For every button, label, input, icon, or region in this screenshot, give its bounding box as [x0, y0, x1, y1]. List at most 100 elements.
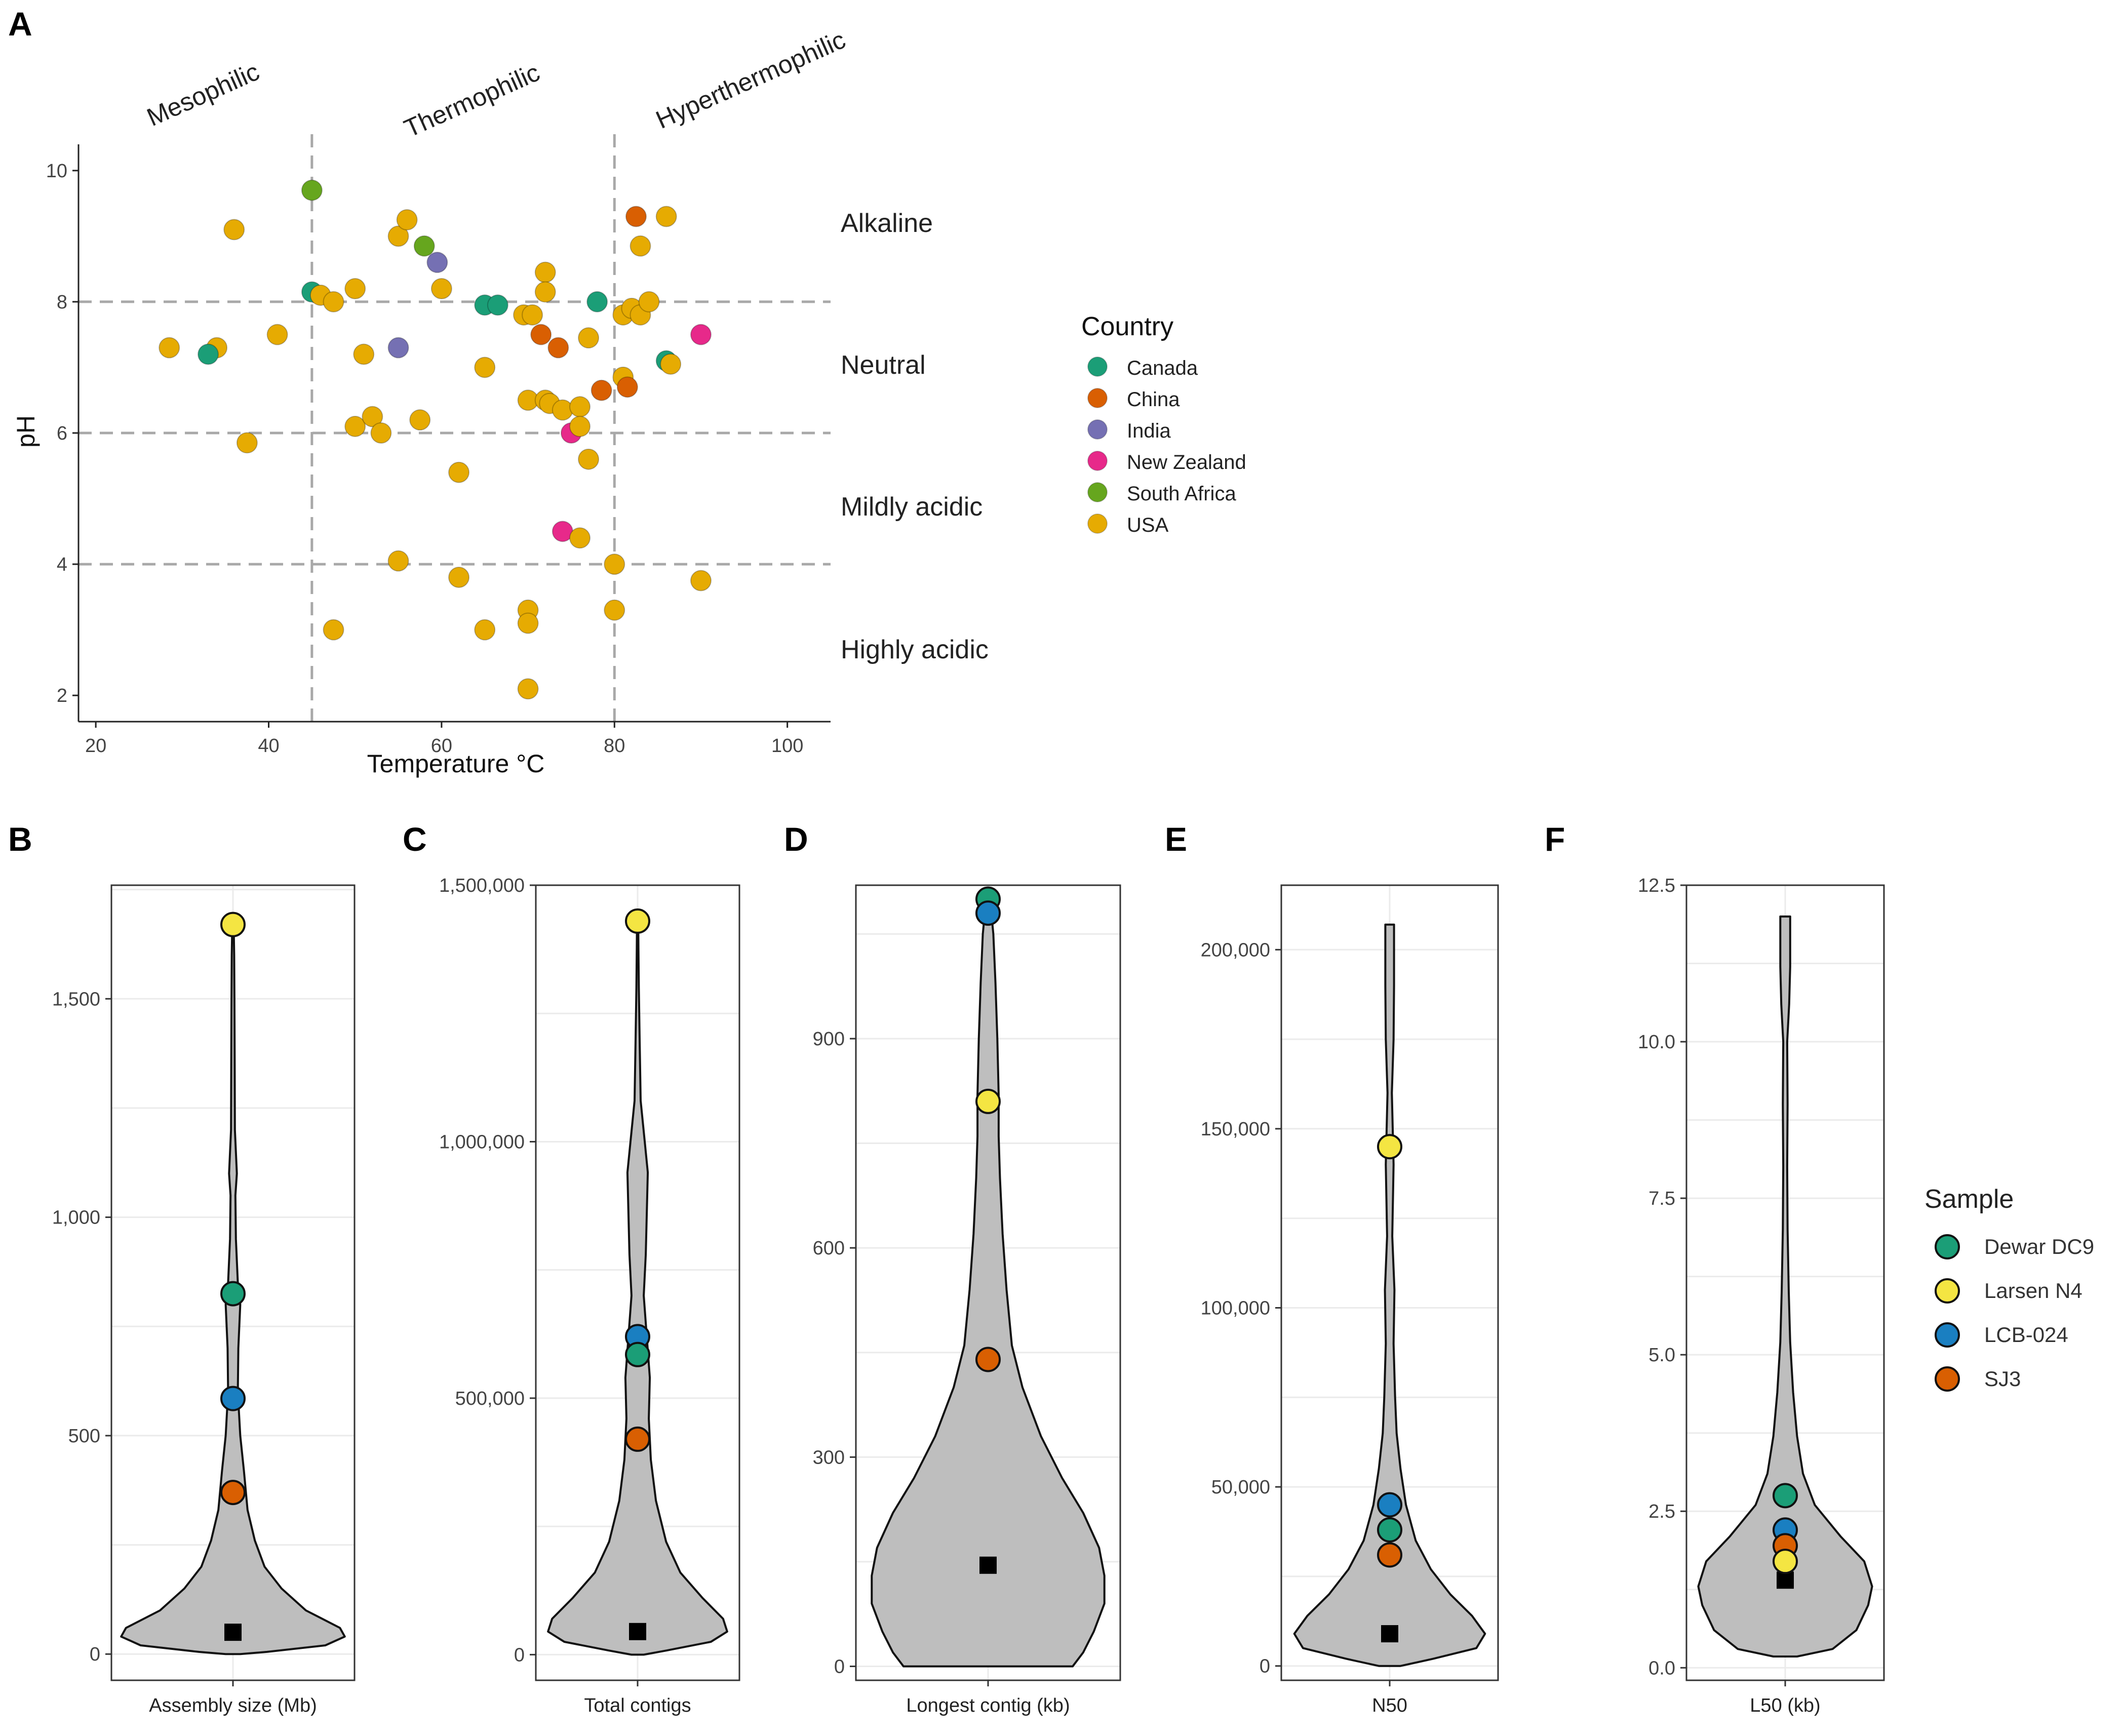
- data-point-china: [625, 206, 647, 227]
- data-point-south-africa: [301, 179, 323, 201]
- sample-point-dewar-dc9: [1377, 1517, 1402, 1543]
- data-point-usa: [323, 619, 344, 641]
- data-point-usa: [604, 599, 625, 621]
- x-axis-label: L50 (kb): [1750, 1695, 1820, 1716]
- x-axis-label: Assembly size (Mb): [149, 1695, 317, 1716]
- y-tick-label: 12.5: [1638, 875, 1675, 896]
- legend-label: USA: [1127, 514, 1169, 536]
- data-point-usa: [552, 399, 573, 421]
- legend-label: Dewar DC9: [1984, 1235, 2094, 1258]
- data-point-canada: [586, 291, 608, 312]
- sample-point-larsen-n4: [1773, 1549, 1798, 1574]
- sample-point-larsen-n4: [975, 1088, 1001, 1114]
- data-point-usa: [517, 612, 539, 634]
- median-marker: [1381, 1625, 1398, 1643]
- violin-panel-c: C 0 500,000 1,000,000 1,500,000 Total contigs: [403, 820, 740, 1716]
- data-point-usa: [655, 206, 677, 227]
- data-point-usa: [569, 416, 591, 438]
- legend-label: Larsen N4: [1984, 1279, 2082, 1303]
- data-point-canada: [487, 294, 508, 316]
- data-point-usa: [522, 304, 543, 326]
- legend-marker-china: [1087, 388, 1108, 408]
- country-legend: Country Canada China India New Zealand South…: [1081, 312, 1246, 536]
- y-tick-label: 500,000: [455, 1388, 525, 1409]
- legend-marker-canada: [1087, 357, 1108, 377]
- region-label-neutral: Neutral: [841, 350, 926, 380]
- region-label-alkaline: Alkaline: [841, 209, 933, 238]
- violin-panel-e: E 0 50,000 100,000 150,000 200,000 N50: [1165, 820, 1499, 1716]
- data-point-usa: [578, 327, 600, 349]
- violin-shape: [1697, 915, 1873, 1658]
- data-point-usa: [569, 396, 591, 418]
- sample-point-dewar-dc9: [1773, 1483, 1798, 1509]
- median-marker: [224, 1624, 242, 1641]
- data-point-usa: [323, 291, 344, 312]
- data-point-usa: [430, 278, 452, 299]
- x-tick-label: 20: [85, 735, 106, 757]
- data-points: [159, 179, 712, 700]
- legend-label: China: [1127, 388, 1180, 411]
- y-axis-title: pH: [12, 415, 40, 448]
- y-tick-label: 2: [57, 685, 67, 706]
- panel-label-f: F: [1545, 820, 1565, 858]
- data-point-usa: [569, 527, 591, 549]
- violin-shape: [1293, 923, 1486, 1667]
- y-tick-label: 0: [514, 1644, 525, 1666]
- data-point-usa: [344, 278, 366, 299]
- x-axis-title: Temperature °C: [367, 749, 545, 778]
- sample-point-dewar-dc9: [625, 1342, 650, 1367]
- data-point-usa: [690, 570, 712, 591]
- region-label-highly-acidic: Highly acidic: [841, 635, 989, 664]
- sample-legend: Sample Dewar DC9 Larsen N4 LCB-024 SJ3: [1924, 1185, 2094, 1392]
- y-tick-label: 8: [57, 292, 67, 313]
- data-point-china: [591, 379, 612, 401]
- sample-point-lcb-024: [1377, 1492, 1402, 1518]
- data-point-china: [547, 337, 569, 359]
- x-tick-label: 40: [258, 735, 279, 757]
- data-point-china: [530, 324, 552, 345]
- y-tick-label: 10.0: [1638, 1032, 1675, 1053]
- panel-label-b: B: [8, 820, 32, 858]
- legend-label: South Africa: [1127, 483, 1236, 505]
- sample-point-larsen-n4: [220, 912, 246, 937]
- sample-point-larsen-n4: [1377, 1134, 1402, 1160]
- violin-panel-b: B 0 500 1,000 1,500 Assembly size (Mb): [8, 820, 356, 1716]
- median-marker: [1777, 1571, 1794, 1589]
- data-point-india: [387, 337, 409, 359]
- sample-point-larsen-n4: [625, 908, 650, 934]
- y-tick-label: 4: [57, 554, 67, 575]
- y-tick-label: 200,000: [1201, 939, 1270, 961]
- sample-point-sj3: [625, 1426, 650, 1452]
- data-point-usa: [396, 209, 418, 230]
- median-marker: [979, 1556, 997, 1574]
- x-tick-label: 100: [771, 735, 803, 757]
- legend-marker-south-africa: [1087, 482, 1108, 502]
- data-point-usa: [578, 448, 600, 470]
- y-tick-label: 0: [90, 1644, 100, 1665]
- y-tick-label: 0.0: [1648, 1658, 1675, 1679]
- legend-title: Sample: [1924, 1185, 2014, 1214]
- data-point-usa: [353, 343, 375, 365]
- x-tick-label: 80: [604, 735, 625, 757]
- y-tick-label: 10: [46, 161, 67, 182]
- x-axis-label: N50: [1372, 1695, 1407, 1716]
- data-point-usa: [344, 416, 366, 438]
- y-tick-label: 7.5: [1648, 1188, 1675, 1209]
- legend-marker-new-zealand: [1087, 451, 1108, 471]
- y-tick-label: 1,500,000: [439, 875, 525, 896]
- legend-marker-larsen-n4: [1935, 1278, 1960, 1304]
- data-point-usa: [660, 353, 682, 375]
- legend-marker-sj3: [1935, 1366, 1960, 1392]
- panel-label-a: A: [8, 5, 32, 43]
- data-point-usa: [474, 357, 496, 378]
- data-point-canada: [198, 343, 219, 365]
- reference-lines: [78, 134, 831, 722]
- sample-point-lcb-024: [975, 900, 1001, 926]
- region-label-mildly-acidic: Mildly acidic: [841, 492, 983, 522]
- legend-title: Country: [1081, 312, 1173, 341]
- legend-marker-lcb-024: [1935, 1322, 1960, 1348]
- y-tick-label: 50,000: [1211, 1477, 1270, 1498]
- y-tick-label: 900: [813, 1029, 845, 1050]
- y-tick-label: 6: [57, 423, 67, 444]
